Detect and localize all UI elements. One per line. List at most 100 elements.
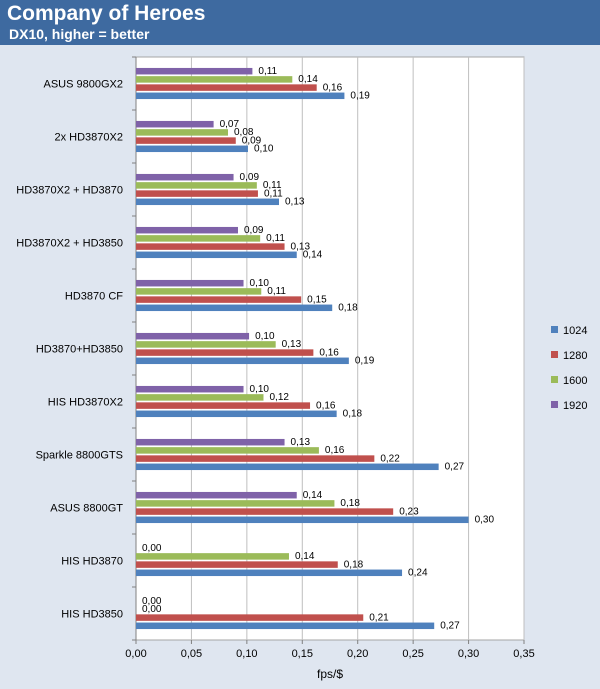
x-tick-label: 0,15 xyxy=(292,648,313,660)
bar-1920 xyxy=(136,67,253,75)
bar-1600 xyxy=(136,553,289,560)
data-label: 0,23 xyxy=(399,506,419,517)
data-label: 0,10 xyxy=(250,384,270,395)
data-label: 0,00 xyxy=(142,543,162,554)
bar-1024 xyxy=(136,304,333,312)
data-label: 0,21 xyxy=(369,612,389,623)
data-label: 0,19 xyxy=(355,356,375,367)
bar-1920 xyxy=(136,491,297,499)
bar-1024 xyxy=(136,516,469,524)
bar-1920 xyxy=(136,332,250,340)
data-label: 0,16 xyxy=(316,400,336,411)
x-axis-title: fps/$ xyxy=(317,667,343,681)
bar-1600 xyxy=(136,341,276,348)
x-tick-label: 0,20 xyxy=(347,648,368,660)
data-label: 0,13 xyxy=(291,241,311,252)
category-label: HD3870X2 + HD3870 xyxy=(16,185,123,197)
bar-1280 xyxy=(136,84,317,91)
data-label: 0,18 xyxy=(344,559,364,570)
category-label: HIS HD3870X2 xyxy=(48,397,123,409)
data-label: 0,08 xyxy=(234,127,254,138)
data-label: 0,11 xyxy=(264,188,283,199)
data-label: 0,10 xyxy=(254,144,274,155)
data-label: 0,14 xyxy=(298,74,318,85)
bar-1600 xyxy=(136,76,293,83)
x-tick-label: 0,05 xyxy=(181,648,202,660)
x-tick-label: 0,10 xyxy=(236,648,257,660)
data-label: 0,13 xyxy=(291,437,311,448)
data-label: 0,09 xyxy=(240,172,260,183)
bar-1024 xyxy=(136,145,248,153)
data-label: 0,11 xyxy=(258,66,277,77)
category-label: HIS HD3870 xyxy=(61,556,123,568)
bar-1600 xyxy=(136,447,319,454)
bar-1024 xyxy=(136,622,435,630)
data-label: 0,16 xyxy=(325,445,345,456)
x-tick-label: 0,00 xyxy=(125,648,146,660)
x-tick-label: 0,25 xyxy=(402,648,423,660)
data-label: 0,00 xyxy=(142,604,162,615)
legend-label-1600: 1600 xyxy=(563,375,587,387)
legend-swatch-1024 xyxy=(551,326,558,333)
data-label: 0,13 xyxy=(282,339,302,350)
data-label: 0,27 xyxy=(440,621,460,632)
data-label: 0,18 xyxy=(338,303,358,314)
category-label: 2x HD3870X2 xyxy=(55,132,124,144)
category-label: HD3870X2 + HD3850 xyxy=(16,238,123,250)
bar-1024 xyxy=(136,92,345,100)
data-label: 0,00 xyxy=(142,596,162,607)
bar-1280 xyxy=(136,614,364,621)
chart-title: Company of Heroes xyxy=(7,2,206,25)
data-label: 0,14 xyxy=(295,551,315,562)
bar-1920 xyxy=(136,173,234,181)
bar-1280 xyxy=(136,296,302,303)
category-label: HD3870 CF xyxy=(65,291,123,303)
category-label: HIS HD3850 xyxy=(61,609,123,621)
bar-1280 xyxy=(136,508,394,515)
data-label: 0,09 xyxy=(242,135,262,146)
data-label: 0,16 xyxy=(323,82,343,93)
bar-1024 xyxy=(136,251,297,259)
chart-subtitle: DX10, higher = better xyxy=(9,26,150,42)
bar-1280 xyxy=(136,243,285,250)
data-label: 0,19 xyxy=(350,91,370,102)
bar-1920 xyxy=(136,385,244,393)
data-label: 0,14 xyxy=(303,250,323,261)
bar-1920 xyxy=(136,279,244,287)
bar-1920 xyxy=(136,438,285,446)
bar-1600 xyxy=(136,500,335,507)
bar-1024 xyxy=(136,198,280,206)
legend-label-1024: 1024 xyxy=(563,325,587,337)
data-label: 0,09 xyxy=(244,225,264,236)
legend-label-1920: 1920 xyxy=(563,400,587,412)
data-label: 0,07 xyxy=(220,119,240,130)
category-label: ASUS 9800GX2 xyxy=(44,79,124,91)
legend-swatch-1280 xyxy=(551,351,558,358)
category-label: ASUS 8800GT xyxy=(50,503,123,515)
bar-1024 xyxy=(136,410,337,418)
bar-1024 xyxy=(136,569,403,577)
title-bar: Company of Heroes DX10, higher = better xyxy=(0,0,600,45)
bar-1600 xyxy=(136,235,261,242)
category-label: HD3870+HD3850 xyxy=(36,344,123,356)
legend-label-1280: 1280 xyxy=(563,350,587,362)
category-label: Sparkle 8800GTS xyxy=(36,450,123,462)
bar-1920 xyxy=(136,226,238,234)
data-label: 0,11 xyxy=(267,286,286,297)
bar-1280 xyxy=(136,402,311,409)
data-label: 0,15 xyxy=(307,294,327,305)
bar-1920 xyxy=(136,120,214,128)
bar-1280 xyxy=(136,561,338,568)
bar-1024 xyxy=(136,463,439,471)
data-label: 0,11 xyxy=(266,233,285,244)
data-label: 0,10 xyxy=(255,331,275,342)
data-label: 0,11 xyxy=(263,180,282,191)
data-label: 0,10 xyxy=(250,278,270,289)
data-label: 0,13 xyxy=(285,197,305,208)
bar-1280 xyxy=(136,137,236,144)
bar-1280 xyxy=(136,455,375,462)
data-label: 0,22 xyxy=(380,453,400,464)
data-label: 0,14 xyxy=(303,490,323,501)
